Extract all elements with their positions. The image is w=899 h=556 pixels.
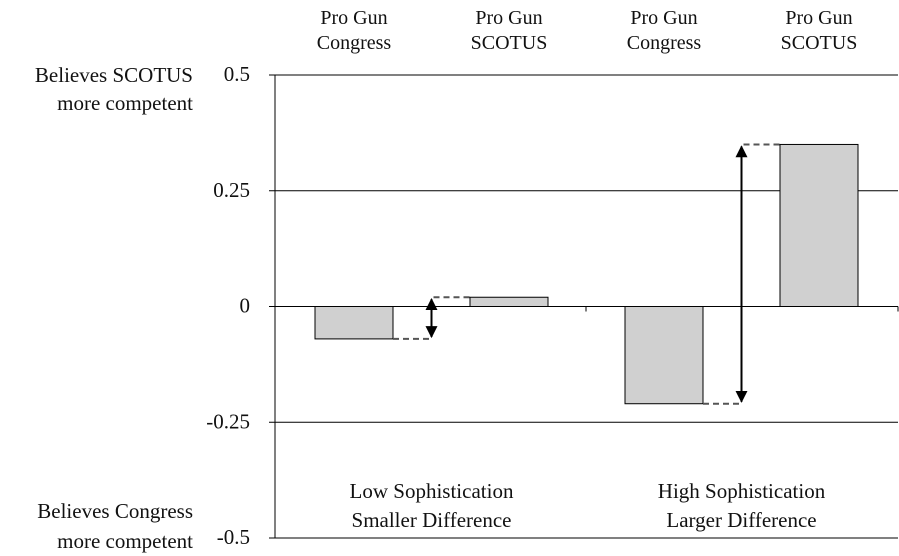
category-label: Congress (627, 32, 702, 54)
group-label: Smaller Difference (352, 508, 512, 532)
group-label: Low Sophistication (350, 479, 514, 503)
bar (624, 306, 704, 405)
difference-connectors (393, 143, 780, 405)
y-tick-label: 0 (240, 294, 251, 318)
category-label: Pro Gun (785, 7, 852, 29)
bar (469, 296, 549, 307)
category-label: Pro Gun (630, 7, 697, 29)
category-label: Pro Gun (475, 7, 542, 29)
y-annotation-top: more competent (57, 91, 193, 115)
category-label: Pro Gun (320, 7, 387, 29)
y-tick-label: 0.5 (224, 62, 250, 86)
group-label: Larger Difference (666, 508, 816, 532)
y-tick-label: -0.5 (217, 525, 250, 549)
bar (779, 143, 859, 307)
category-label: SCOTUS (471, 32, 548, 54)
labels: 0.5 0.25 0 -0.25 -0.5 Pro Gun Congress Pro Gun S… (35, 7, 857, 553)
category-label: SCOTUS (781, 32, 858, 54)
y-annotation-bottom: more competent (57, 529, 193, 553)
y-tick-label: -0.25 (206, 409, 250, 433)
bar (314, 306, 394, 340)
y-tick-label: 0.25 (213, 178, 250, 202)
group-label: High Sophistication (658, 479, 826, 503)
y-annotation-bottom: Believes Congress (37, 499, 193, 523)
category-label: Congress (317, 32, 392, 54)
bars (314, 143, 859, 405)
y-annotation-top: Believes SCOTUS (35, 63, 193, 87)
